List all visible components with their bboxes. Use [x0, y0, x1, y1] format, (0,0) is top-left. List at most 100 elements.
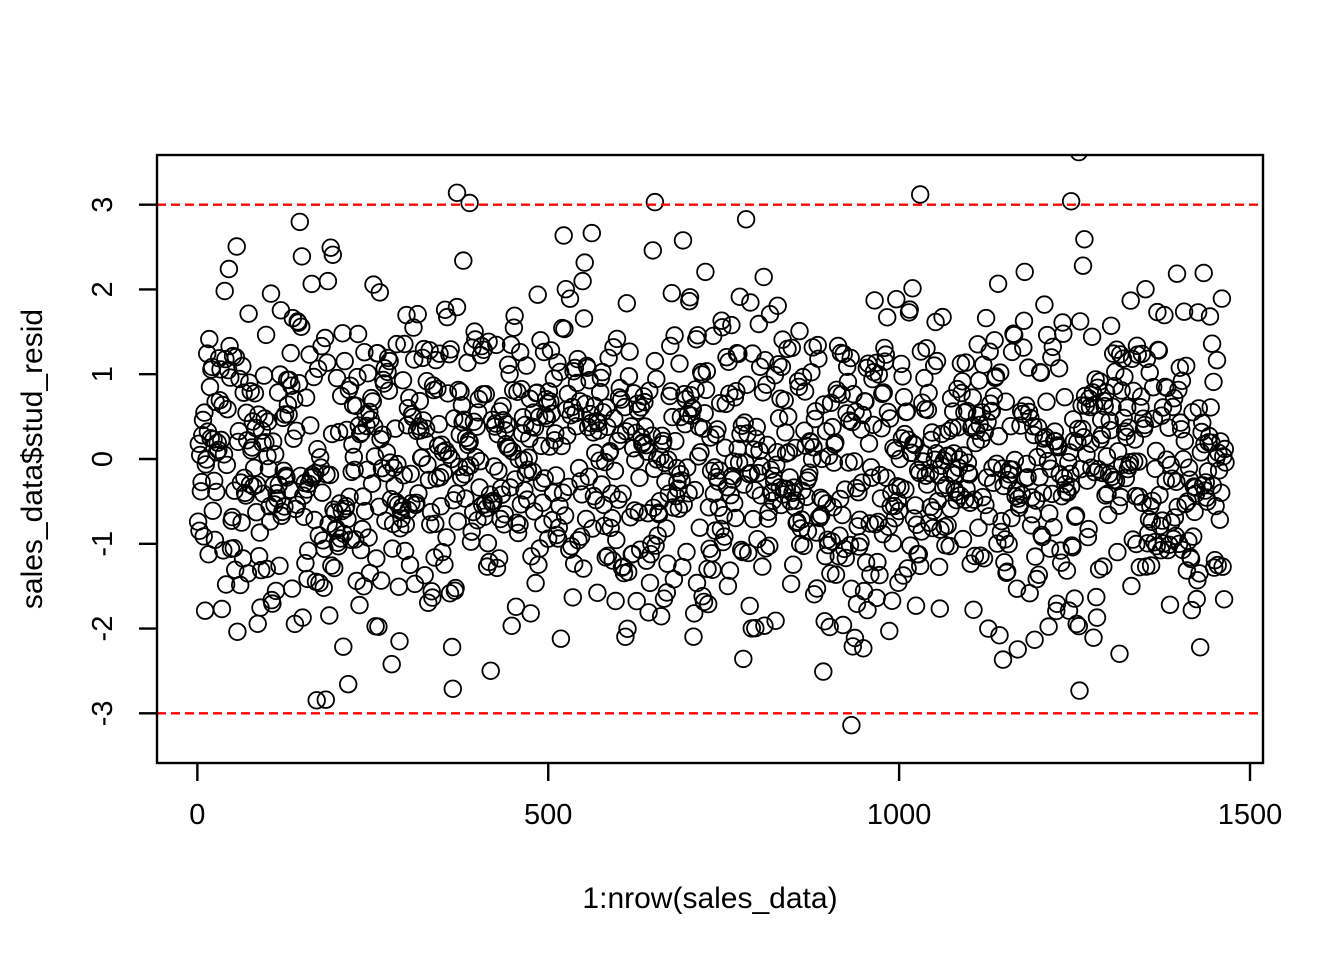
data-point [607, 530, 626, 550]
data-point [531, 331, 550, 350]
data-point [307, 691, 326, 710]
data-point [381, 453, 400, 472]
data-point [370, 283, 390, 302]
data-point [885, 496, 904, 516]
data-point [769, 355, 788, 374]
data-point [710, 461, 729, 480]
data-point [662, 284, 682, 303]
y-tick-label: -3 [87, 700, 119, 726]
data-point [1197, 492, 1217, 511]
data-point [746, 619, 765, 638]
data-point [1155, 305, 1174, 325]
data-point [639, 603, 658, 622]
data-point [554, 226, 573, 245]
data-point [826, 433, 845, 452]
data-point [767, 443, 787, 462]
data-point [789, 377, 809, 397]
data-point [232, 513, 251, 532]
data-point [1073, 256, 1093, 275]
data-point [723, 470, 743, 489]
data-point [708, 420, 727, 439]
data-point [966, 433, 985, 453]
data-point [934, 479, 953, 498]
data-point [947, 491, 966, 510]
data-point [539, 382, 559, 401]
data-point [995, 553, 1014, 572]
data-point [713, 318, 732, 337]
data-point [911, 556, 930, 576]
data-point [1001, 417, 1020, 436]
data-point [978, 412, 997, 432]
data-point [1174, 302, 1194, 321]
data-point [983, 458, 1002, 478]
data-point [505, 306, 524, 326]
data-point [621, 417, 641, 436]
data-point [1143, 491, 1162, 511]
data-point [485, 457, 504, 476]
data-point [1200, 307, 1220, 326]
data-point [191, 482, 211, 501]
data-point [694, 592, 714, 612]
data-point [833, 505, 852, 525]
data-point [1190, 638, 1210, 657]
data-point [255, 409, 274, 428]
data-point [631, 398, 651, 417]
data-point [314, 578, 333, 598]
data-point [238, 564, 258, 583]
data-point [1073, 419, 1092, 439]
data-point [438, 384, 458, 403]
data-point [321, 238, 340, 257]
data-point [293, 608, 312, 627]
data-point [308, 440, 327, 459]
data-point [583, 519, 602, 538]
data-point [1164, 529, 1183, 549]
data-point [566, 404, 585, 423]
data-point [432, 435, 451, 454]
data-point [607, 329, 627, 349]
data-point [312, 336, 331, 356]
data-point [939, 421, 959, 441]
data-point [718, 576, 738, 596]
data-point [213, 395, 232, 415]
data-point [1135, 415, 1155, 435]
data-point [755, 351, 775, 370]
data-point [234, 383, 253, 402]
data-point [1079, 519, 1098, 539]
data-point [1171, 420, 1191, 439]
data-point [1162, 469, 1182, 488]
data-point [1131, 398, 1150, 417]
data-point [838, 357, 857, 377]
data-point [214, 445, 234, 464]
data-point [387, 334, 406, 354]
data-point [1040, 539, 1060, 558]
data-point [527, 383, 547, 402]
data-point [1108, 542, 1127, 562]
data-point [217, 455, 237, 475]
data-point [619, 562, 638, 582]
data-point [979, 619, 998, 638]
data-point [646, 536, 665, 555]
data-point [1096, 486, 1115, 505]
data-point [588, 583, 607, 603]
data-point [697, 362, 717, 381]
data-point [212, 599, 232, 619]
data-point [1134, 409, 1153, 428]
data-point [404, 318, 423, 337]
data-point [416, 419, 436, 438]
data-point [1143, 378, 1163, 397]
data-point [296, 388, 316, 407]
data-point [930, 599, 950, 618]
data-point [814, 395, 834, 414]
data-point [678, 458, 697, 477]
data-point [430, 344, 449, 363]
data-point [701, 461, 721, 481]
data-point [338, 509, 357, 529]
data-point [1140, 363, 1159, 382]
data-point [1141, 556, 1161, 575]
data-point [456, 489, 475, 508]
data-point [641, 545, 660, 564]
data-point [489, 461, 508, 481]
data-point [602, 509, 622, 528]
data-point [318, 271, 338, 291]
